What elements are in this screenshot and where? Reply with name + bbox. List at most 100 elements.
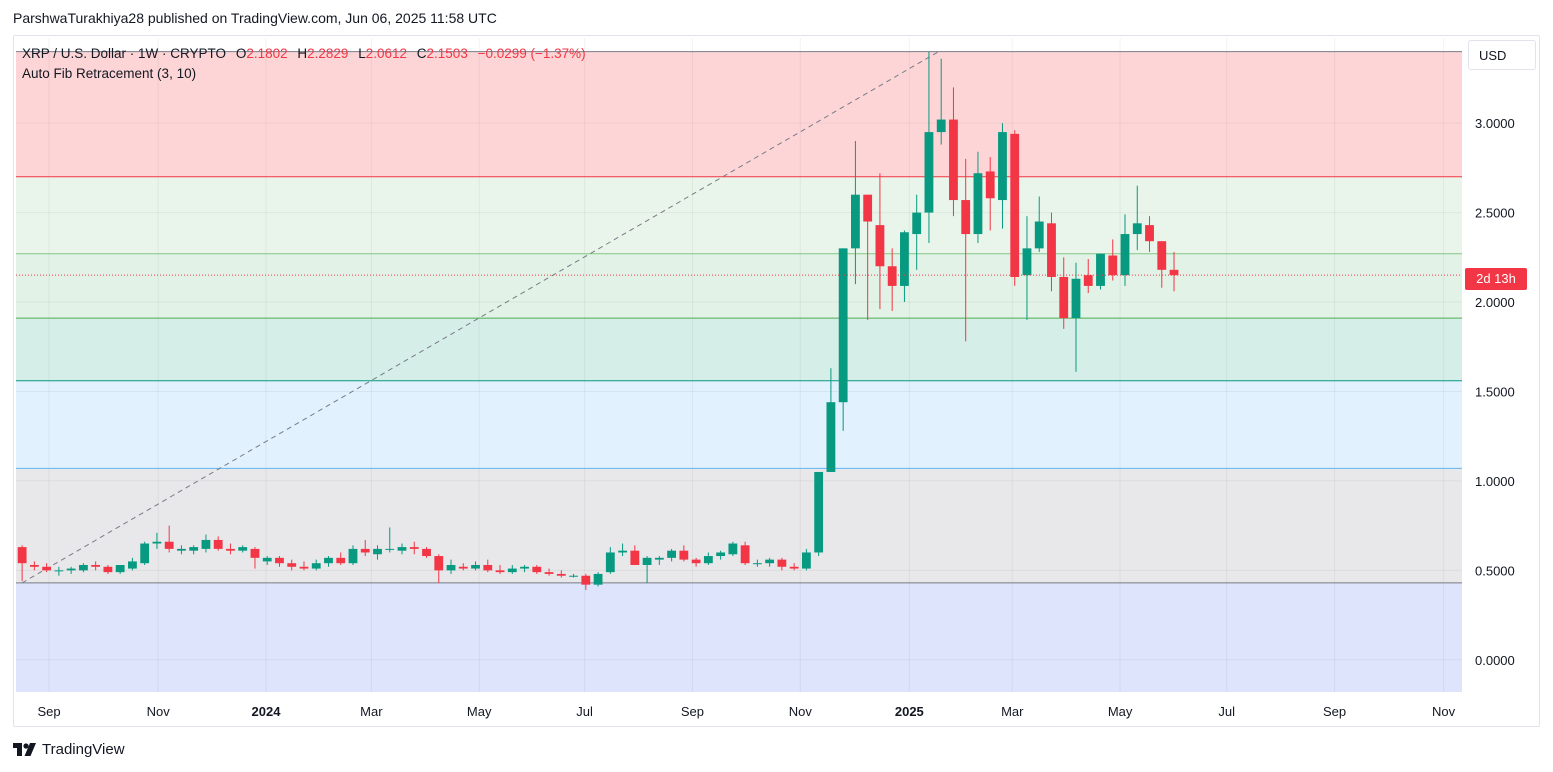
candle-body-up bbox=[1120, 234, 1130, 276]
fib-level-lines bbox=[16, 51, 1462, 584]
time-tick-label: May bbox=[1108, 704, 1133, 719]
candle-body-down bbox=[164, 541, 174, 549]
candle-body-up bbox=[348, 548, 358, 564]
candle-body-down bbox=[287, 563, 297, 567]
candle-body-up bbox=[78, 564, 88, 571]
publish-info: ParshwaTurakhiya28 published on TradingV… bbox=[13, 10, 497, 26]
candle-body-up bbox=[851, 194, 860, 249]
fib-band-0.5 bbox=[16, 318, 1462, 381]
candle-body-down bbox=[103, 566, 113, 573]
legend-close-label: C bbox=[416, 46, 427, 61]
time-tick-label: Sep bbox=[38, 704, 61, 719]
countdown-badge: 2d 13h bbox=[1465, 268, 1527, 290]
candle-body-down bbox=[875, 225, 885, 267]
legend-high-value: 2.2829 bbox=[307, 46, 349, 61]
candle-body-up bbox=[397, 547, 407, 551]
candle-body-up bbox=[66, 568, 76, 571]
candle-body-down bbox=[679, 550, 689, 560]
price-tick-label: 2.5000 bbox=[1475, 206, 1515, 221]
fib-bands bbox=[16, 51, 1462, 692]
currency-button[interactable]: USD bbox=[1468, 40, 1536, 70]
candle-body-down bbox=[630, 550, 640, 565]
candle-body-up bbox=[912, 212, 922, 235]
candle-body-up bbox=[900, 232, 909, 286]
candle-body-down bbox=[740, 545, 750, 564]
candle-body-up bbox=[1071, 278, 1081, 319]
candle-body-up bbox=[1096, 253, 1105, 286]
price-tick-label: 1.0000 bbox=[1475, 474, 1515, 489]
candle-body-up bbox=[593, 573, 603, 585]
candle-body-down bbox=[544, 572, 554, 574]
candle-body-down bbox=[434, 556, 444, 571]
candle-body-up bbox=[140, 543, 150, 564]
candle-body-down bbox=[789, 566, 799, 569]
candle-body-up bbox=[826, 402, 836, 472]
candle-body-up bbox=[605, 552, 615, 573]
candle-body-down bbox=[1169, 269, 1179, 276]
candle-body-up bbox=[752, 563, 762, 565]
candle-body-up bbox=[471, 564, 480, 569]
candle-body-up bbox=[654, 557, 664, 560]
candle-body-up bbox=[973, 173, 983, 235]
candle-body-up bbox=[642, 557, 652, 565]
candle-body-down bbox=[42, 566, 52, 571]
legend-open-value: 2.1802 bbox=[246, 46, 288, 61]
candle-body-down bbox=[1047, 223, 1056, 277]
candle-body-up bbox=[373, 548, 382, 555]
candle-body-up bbox=[177, 548, 186, 551]
legend-ohlc-row: XRP / U.S. Dollar · 1W · CRYPTO O2.1802 … bbox=[22, 44, 586, 64]
candle-body-up bbox=[728, 543, 738, 555]
legend-high-label: H bbox=[297, 46, 308, 61]
price-tick-label: 0.0000 bbox=[1475, 653, 1515, 668]
fib-band-0.786 bbox=[16, 176, 1462, 254]
fib-trendline-group bbox=[21, 51, 939, 584]
fib-trendline bbox=[21, 51, 939, 584]
candle-body-up bbox=[703, 556, 713, 564]
candle-body-up bbox=[238, 547, 248, 551]
time-tick-label: 2024 bbox=[252, 704, 282, 719]
candle-body-down bbox=[961, 200, 971, 235]
candle-body-down bbox=[532, 566, 542, 573]
tradingview-brand[interactable]: TradingView bbox=[13, 741, 125, 758]
candle-body-down bbox=[213, 539, 223, 549]
candle-body-down bbox=[29, 564, 39, 567]
price-tick-label: 3.0000 bbox=[1475, 116, 1515, 131]
candle-body-up bbox=[936, 119, 946, 133]
fib-band-1 bbox=[16, 51, 1462, 177]
brand-name: TradingView bbox=[42, 741, 125, 758]
candle-body-down bbox=[250, 548, 260, 558]
candle-body-up bbox=[838, 248, 848, 403]
candle-body-down bbox=[887, 266, 897, 286]
candle-body-down bbox=[556, 573, 566, 576]
time-tick-label: Mar bbox=[360, 704, 383, 719]
candle-body-down bbox=[360, 548, 370, 553]
legend-indicator[interactable]: Auto Fib Retracement (3, 10) bbox=[22, 66, 197, 81]
candle-body-down bbox=[91, 564, 101, 567]
candle-body-up bbox=[1022, 248, 1032, 276]
candle-body-up bbox=[1132, 223, 1142, 235]
time-tick-label: Mar bbox=[1001, 704, 1024, 719]
candle-body-down bbox=[17, 547, 27, 564]
candle-body-down bbox=[1157, 241, 1167, 270]
candle-body-down bbox=[458, 566, 468, 569]
time-tick-label: Nov bbox=[147, 704, 171, 719]
candle-body-up bbox=[128, 561, 137, 569]
candle-body-up bbox=[385, 548, 395, 550]
candle-body-down bbox=[1059, 276, 1069, 319]
legend-symbol[interactable]: XRP / U.S. Dollar · 1W · CRYPTO bbox=[22, 46, 227, 61]
candle-body-down bbox=[483, 564, 493, 571]
time-tick-label: Nov bbox=[789, 704, 813, 719]
candle-body-down bbox=[1108, 255, 1118, 276]
candle-body-up bbox=[814, 471, 824, 553]
candle-body-up bbox=[201, 539, 211, 549]
candle-body-down bbox=[1145, 225, 1154, 242]
chart-frame[interactable] bbox=[13, 35, 1540, 727]
fib-band-0.618 bbox=[16, 253, 1462, 319]
candle-body-down bbox=[409, 547, 419, 549]
candle-body-up bbox=[1034, 221, 1044, 249]
time-axis: Sep Nov 2024 Mar May Jul Sep Nov 2025 Mar May Jul Se… bbox=[38, 704, 1456, 719]
time-tick-label: Jul bbox=[1218, 704, 1235, 719]
legend-low-label: L bbox=[358, 46, 366, 61]
candle-body-up bbox=[262, 557, 272, 562]
